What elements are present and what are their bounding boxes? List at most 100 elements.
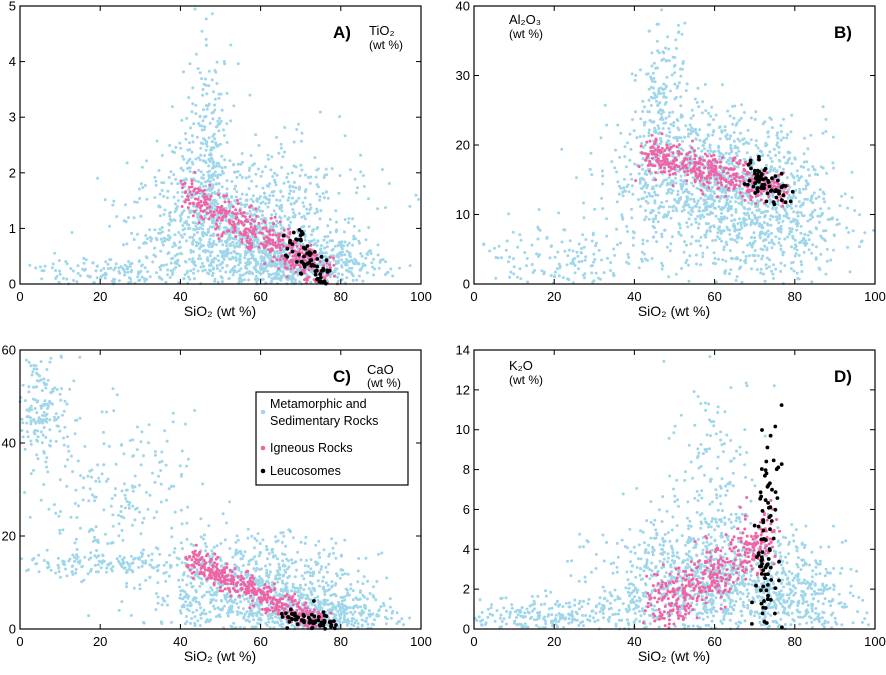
- point-meta: [729, 146, 733, 150]
- point-meta: [713, 206, 717, 210]
- point-meta: [274, 183, 278, 187]
- point-meta: [776, 227, 780, 231]
- point-ign: [325, 261, 329, 265]
- point-meta: [779, 124, 783, 127]
- point-meta: [291, 208, 295, 211]
- point-meta: [507, 212, 511, 216]
- point-meta: [259, 268, 263, 271]
- point-meta: [806, 233, 810, 237]
- point-meta: [748, 241, 752, 245]
- point-meta: [690, 192, 694, 196]
- point-meta: [647, 134, 651, 138]
- point-meta: [641, 167, 644, 171]
- point-meta: [700, 111, 704, 115]
- point-meta: [531, 271, 535, 274]
- x-tick-label: 40: [173, 289, 187, 304]
- point-meta: [649, 103, 653, 107]
- point-meta: [145, 159, 148, 163]
- point-meta: [712, 251, 716, 255]
- point-meta: [210, 258, 214, 262]
- point-ign: [207, 217, 211, 221]
- point-meta: [340, 253, 344, 257]
- point-meta: [256, 262, 259, 266]
- point-meta: [168, 214, 172, 218]
- point-meta: [261, 277, 265, 281]
- point-meta: [775, 210, 779, 214]
- point-meta: [182, 70, 185, 74]
- point-meta: [770, 160, 774, 163]
- point-ign: [188, 185, 192, 189]
- point-meta: [691, 114, 695, 118]
- point-meta: [183, 232, 186, 236]
- point-meta: [643, 257, 647, 261]
- point-meta: [145, 237, 149, 241]
- point-leu: [751, 184, 756, 189]
- point-meta: [725, 133, 729, 137]
- point-meta: [346, 243, 349, 247]
- panel-b-xlabel: SiO₂ (wt %): [638, 303, 710, 319]
- point-meta: [297, 196, 301, 200]
- point-meta: [613, 166, 617, 170]
- point-meta: [72, 278, 76, 282]
- point-meta: [250, 179, 253, 183]
- point-ign: [742, 167, 746, 171]
- point-meta: [631, 243, 635, 247]
- point-meta: [137, 259, 141, 263]
- point-meta: [269, 273, 273, 277]
- point-meta: [698, 128, 702, 132]
- point-meta: [565, 263, 569, 267]
- point-meta: [494, 256, 498, 259]
- point-meta: [633, 162, 637, 166]
- point-meta: [241, 235, 245, 239]
- point-meta: [637, 172, 641, 176]
- point-meta: [641, 238, 645, 242]
- point-meta: [749, 116, 753, 120]
- point-meta: [231, 273, 235, 277]
- point-meta: [731, 104, 735, 108]
- point-meta: [224, 240, 227, 243]
- point-meta: [649, 119, 652, 123]
- point-meta: [717, 149, 721, 153]
- point-meta: [803, 197, 807, 201]
- point-meta: [328, 218, 332, 221]
- point-meta: [136, 275, 140, 279]
- point-meta: [220, 108, 224, 112]
- point-meta: [168, 143, 172, 147]
- point-leu: [783, 200, 788, 205]
- point-meta: [275, 135, 278, 139]
- point-meta: [662, 91, 666, 95]
- point-meta: [795, 169, 799, 173]
- point-meta: [662, 82, 666, 86]
- point-meta: [315, 183, 319, 187]
- point-meta: [259, 262, 263, 266]
- point-ign: [273, 215, 277, 219]
- point-meta: [305, 207, 309, 211]
- point-meta: [792, 194, 796, 198]
- point-meta: [753, 254, 757, 258]
- point-meta: [728, 137, 732, 141]
- point-meta: [270, 277, 274, 280]
- point-meta: [665, 140, 669, 144]
- point-meta: [673, 56, 677, 59]
- point-meta: [859, 240, 863, 244]
- point-meta: [165, 237, 169, 241]
- point-meta: [206, 230, 210, 234]
- point-meta: [697, 105, 701, 109]
- point-meta: [169, 261, 173, 265]
- point-meta: [244, 243, 247, 247]
- point-meta: [359, 252, 363, 256]
- point-ign: [203, 192, 206, 196]
- point-meta: [811, 201, 815, 205]
- point-meta: [140, 551, 143, 555]
- point-meta: [497, 244, 501, 248]
- point-meta: [530, 263, 534, 266]
- point-meta: [357, 239, 361, 243]
- point-meta: [291, 185, 295, 189]
- point-meta: [307, 225, 311, 228]
- point-meta: [112, 268, 116, 272]
- point-meta: [654, 214, 658, 218]
- point-meta: [821, 105, 825, 109]
- point-meta: [229, 43, 233, 47]
- point-meta: [676, 126, 680, 130]
- point-meta: [286, 180, 290, 184]
